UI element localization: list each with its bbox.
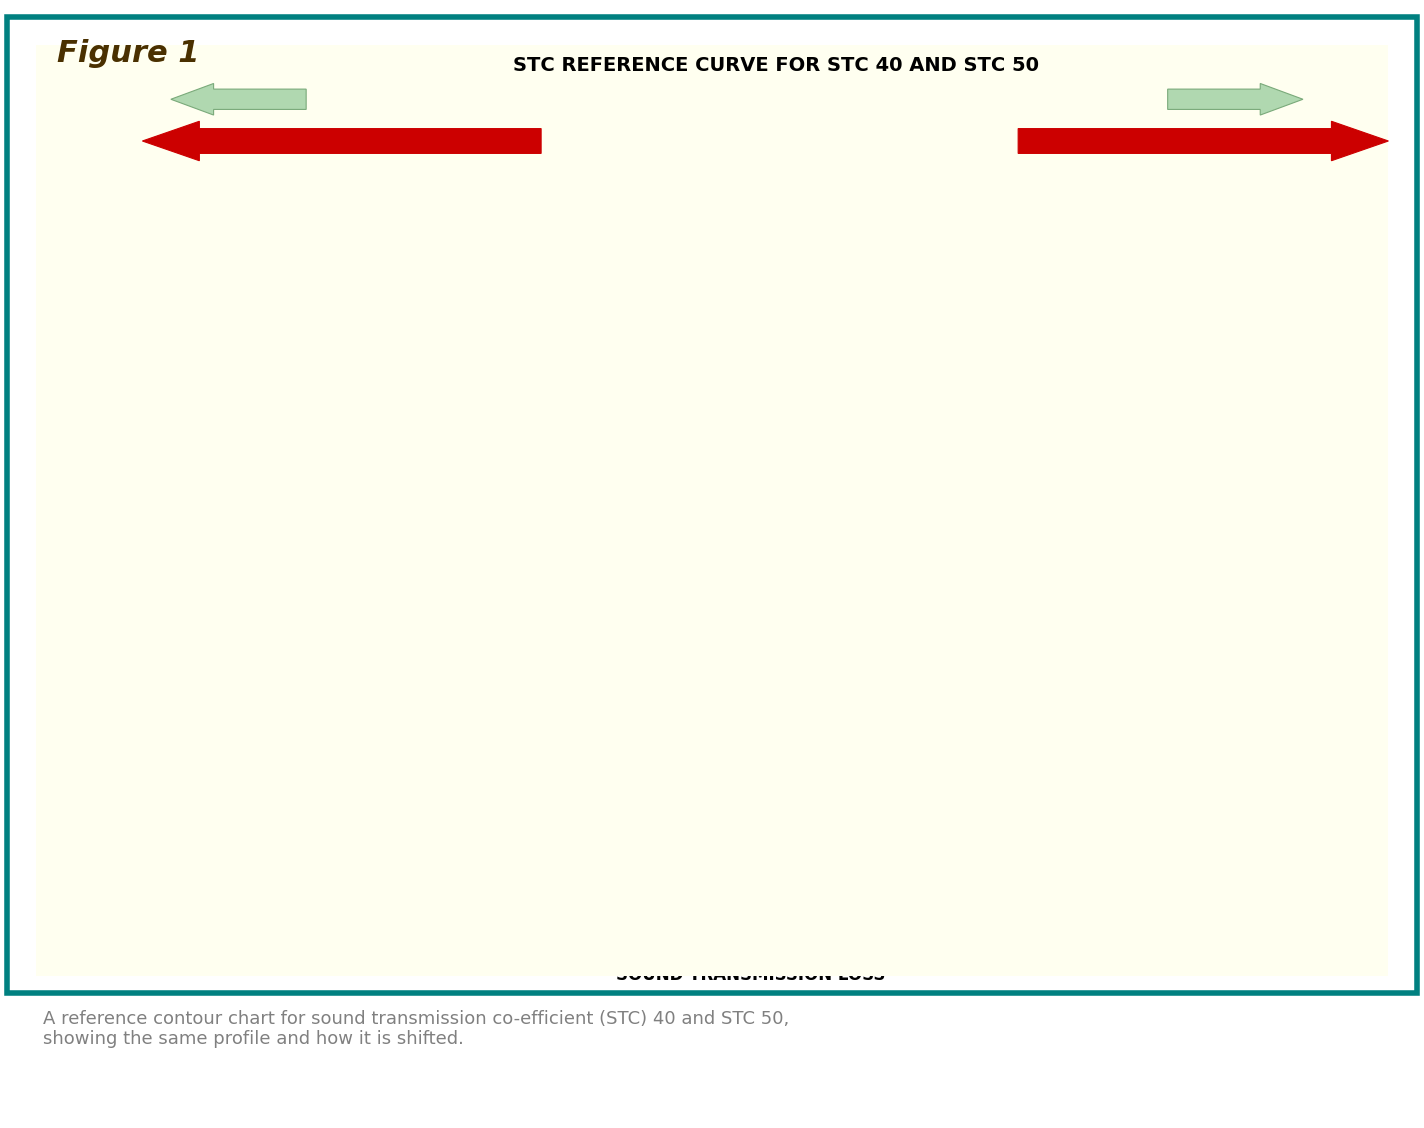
Text: STC: STC	[738, 898, 762, 910]
Text: STC REFERENCE CURVE FOR STC 40 AND STC 50: STC REFERENCE CURVE FOR STC 40 AND STC 5…	[513, 56, 1040, 74]
Text: 46: 46	[517, 423, 531, 435]
Text: STC50: STC50	[122, 78, 165, 92]
Text: 24: 24	[219, 658, 235, 670]
Text: 43: 43	[441, 455, 457, 468]
Text: 54: 54	[1109, 337, 1124, 351]
Text: RANGE OF ASTM E90-E1332: RANGE OF ASTM E90-E1332	[598, 88, 826, 104]
Text: 40: 40	[665, 487, 679, 500]
Text: A reference contour chart for sound transmission co-efficient (STC) 40 and STC 5: A reference contour chart for sound tran…	[43, 1010, 789, 1048]
Text: 43: 43	[887, 455, 901, 468]
Text: STC40: STC40	[122, 113, 165, 127]
Text: 44: 44	[961, 444, 975, 457]
Text: 54: 54	[1035, 337, 1049, 351]
X-axis label: SOUND TRANSMISSION LOSS: SOUND TRANSMISSION LOSS	[617, 966, 886, 984]
Text: 27: 27	[293, 626, 309, 638]
Text: Figure 1: Figure 1	[57, 39, 199, 69]
Text: 30: 30	[367, 593, 383, 607]
Text: 44: 44	[1109, 444, 1125, 457]
Text: 44: 44	[1035, 444, 1049, 457]
Text: 37: 37	[293, 519, 309, 531]
Y-axis label: FREQUENCY: FREQUENCY	[63, 532, 78, 635]
Text: 47: 47	[591, 412, 605, 425]
Text: 54: 54	[961, 337, 975, 351]
Text: 54: 54	[1183, 337, 1199, 351]
Text: 39: 39	[591, 497, 605, 511]
Text: 42: 42	[813, 466, 827, 478]
Text: 34: 34	[219, 550, 235, 564]
Text: 44: 44	[1331, 444, 1347, 457]
Text: 52: 52	[813, 359, 827, 372]
Text: RANGE OF ASTM E90 - E413: RANGE OF ASTM E90 - E413	[665, 133, 894, 149]
Text: 40: 40	[367, 487, 383, 500]
Text: 44: 44	[1257, 444, 1273, 457]
Text: 33: 33	[441, 562, 457, 574]
Text: 53: 53	[887, 349, 901, 361]
Text: 41: 41	[739, 476, 753, 490]
Text: 36: 36	[517, 529, 531, 543]
Text: 44: 44	[1183, 444, 1199, 457]
Text: 51: 51	[739, 369, 753, 382]
Text: 54: 54	[1331, 337, 1347, 351]
Text: 50: 50	[665, 380, 679, 393]
Text: 54: 54	[1257, 337, 1273, 351]
